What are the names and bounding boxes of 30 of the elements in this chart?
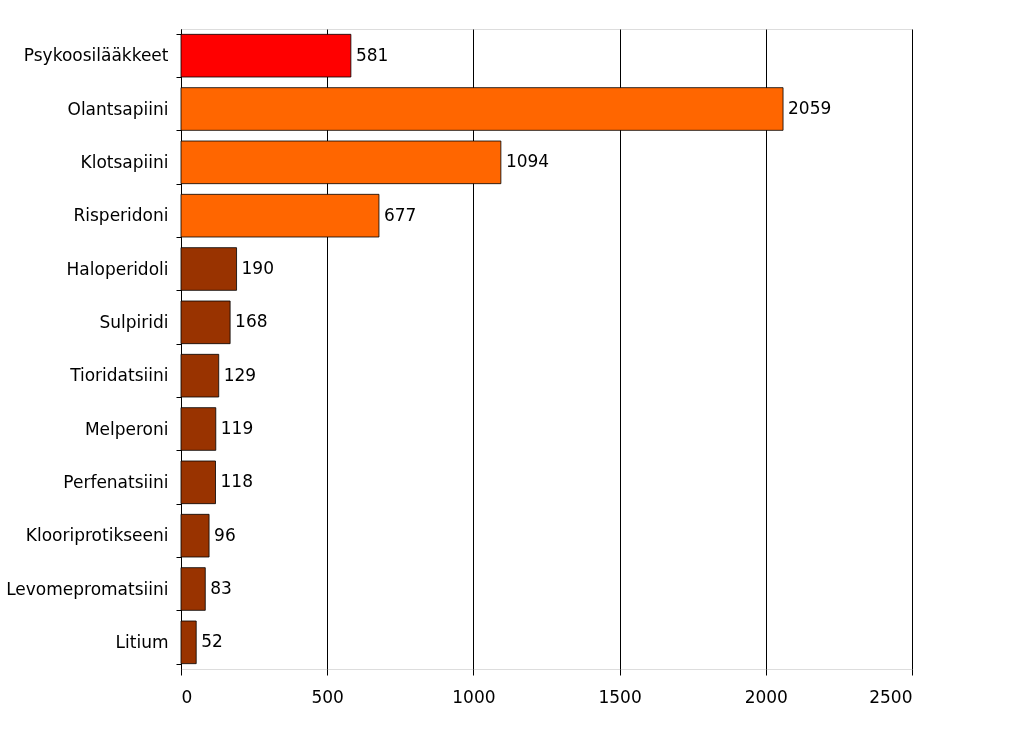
y-tick-label: Litium: [115, 631, 169, 652]
data-label: 52: [201, 631, 223, 652]
y-tick-label: Perfenatsiini: [63, 471, 169, 492]
y-tick-label: Klotsapiini: [80, 151, 169, 172]
data-label: 190: [241, 258, 275, 278]
data-label: 1094: [505, 151, 550, 172]
x-tick-label: 2500: [869, 686, 913, 707]
y-tick-label: Levomepromatsiini: [6, 578, 169, 599]
data-label: 581: [355, 44, 389, 65]
data-label: 168: [235, 311, 268, 332]
y-tick-label: Melperoni: [84, 418, 169, 439]
y-tick-label: Tioridatsiini: [69, 365, 169, 386]
x-tick-label: 500: [311, 686, 344, 707]
data-label: 677: [383, 204, 417, 225]
data-label: 2059: [788, 98, 832, 118]
y-tick-label: Psykoosilääkkeet: [23, 45, 169, 66]
y-tick-label: Risperidoni: [73, 205, 169, 226]
y-tick-label: Haloperidoli: [66, 258, 169, 279]
x-tick-label: 1000: [452, 686, 496, 707]
y-tick-label: Sulpiridi: [99, 311, 169, 332]
data-label: 118: [220, 471, 253, 492]
data-label: 83: [210, 578, 232, 598]
x-tick-label: 1500: [598, 686, 642, 707]
data-label: 119: [220, 418, 254, 438]
data-label: 129: [223, 364, 257, 385]
data-label: 96: [214, 524, 236, 545]
x-tick-label: 2000: [744, 686, 788, 707]
y-tick-label: Olantsapiini: [67, 98, 169, 119]
y-tick-label: Klooriprotikseeni: [25, 525, 169, 546]
x-tick-label: 0: [181, 686, 193, 707]
